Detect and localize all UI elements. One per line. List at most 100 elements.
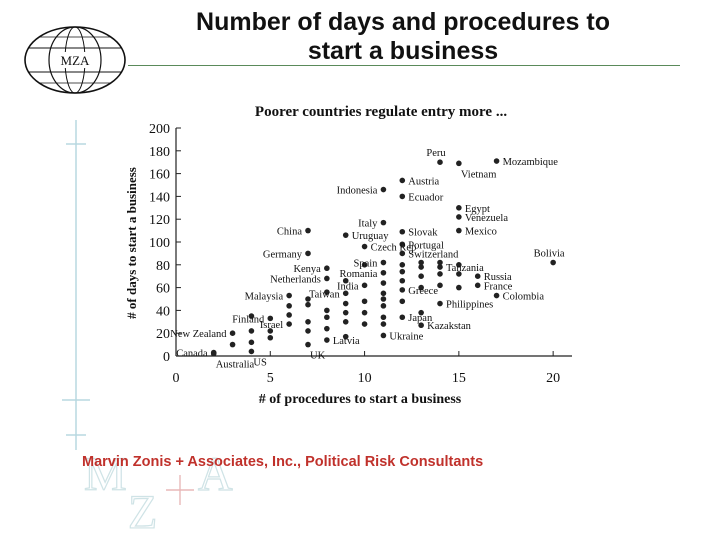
y-tick-label: 60 <box>156 282 170 297</box>
data-point <box>456 205 462 211</box>
point-label: Mexico <box>465 227 497 238</box>
data-point <box>437 282 443 289</box>
data-point <box>418 273 424 280</box>
data-point <box>361 321 368 327</box>
point-label: UK <box>310 351 326 362</box>
data-point <box>418 309 424 316</box>
data-point <box>380 219 387 226</box>
data-point <box>418 284 424 291</box>
point-label: Slovak <box>408 228 438 239</box>
point-label: Canada <box>176 349 208 360</box>
data-point <box>456 227 462 234</box>
data-point <box>380 314 387 321</box>
point-label: Kazakstan <box>427 321 471 332</box>
svg-text:M: M <box>84 448 127 501</box>
chart-ticks: 0 20 40 60 80 100 120 140 160 180 200 0 5 10 15 20 <box>149 122 560 386</box>
data-point <box>324 265 330 272</box>
data-point <box>456 214 462 220</box>
point-label: Latvia <box>333 336 360 347</box>
svg-text:Z: Z <box>128 486 157 530</box>
data-point <box>437 271 443 277</box>
data-point <box>380 296 387 302</box>
data-point <box>380 332 387 339</box>
data-point <box>286 292 292 299</box>
y-tick-label: 180 <box>149 145 170 160</box>
data-point <box>456 284 462 291</box>
data-point <box>380 269 387 276</box>
svg-text:A: A <box>198 448 233 501</box>
page-title: Number of days and procedures to start a… <box>128 8 678 66</box>
point-label: Taiwan <box>309 289 341 300</box>
chart-points <box>210 158 556 357</box>
point-label: Kenya <box>293 264 321 275</box>
data-point <box>399 262 406 268</box>
data-point <box>305 296 311 302</box>
y-tick-label: 80 <box>156 259 170 274</box>
data-point <box>342 319 349 325</box>
data-point <box>286 312 292 318</box>
data-point <box>324 337 330 343</box>
point-label: Colombia <box>503 292 545 303</box>
data-point <box>361 262 368 268</box>
data-point <box>305 227 311 234</box>
point-label: Czech Rep <box>371 243 417 254</box>
y-tick-label: 140 <box>149 190 170 205</box>
data-point <box>380 186 387 193</box>
data-point <box>324 289 330 295</box>
data-point <box>342 232 349 238</box>
x-tick-label: 20 <box>546 371 560 386</box>
data-point <box>248 328 255 334</box>
data-point <box>474 273 481 280</box>
data-point <box>399 298 406 305</box>
y-tick-label: 20 <box>156 327 170 342</box>
x-tick-label: 5 <box>267 371 274 386</box>
point-label: Spain <box>354 259 379 270</box>
data-point <box>342 277 349 284</box>
data-point <box>267 334 274 341</box>
point-label: Bolivia <box>534 249 565 260</box>
point-label: Indonesia <box>337 186 378 197</box>
point-label: Venezuela <box>465 213 508 224</box>
data-point <box>324 325 330 332</box>
title-underline <box>128 65 680 66</box>
data-point <box>399 277 406 284</box>
data-point <box>361 243 368 250</box>
point-label: Peru <box>426 148 446 159</box>
x-tick-label: 0 <box>173 371 180 386</box>
point-label: Uruguay <box>352 231 389 242</box>
data-point <box>229 330 236 337</box>
data-point <box>399 287 406 293</box>
y-tick-label: 160 <box>149 168 170 183</box>
data-point <box>286 321 292 327</box>
x-axis-label: # of procedures to start a business <box>259 392 462 407</box>
data-point <box>361 282 368 289</box>
point-label: Austria <box>408 176 439 187</box>
data-point <box>286 303 292 309</box>
data-point <box>267 315 274 322</box>
point-label: China <box>277 227 302 238</box>
data-point <box>342 300 349 307</box>
data-point <box>418 259 424 266</box>
mza-globe-logo: MZA <box>24 26 126 94</box>
data-point <box>380 280 387 286</box>
y-tick-label: 100 <box>149 236 170 251</box>
point-label: Australia <box>216 360 255 371</box>
point-label: Romania <box>340 269 378 280</box>
point-label: Ukraine <box>389 331 423 342</box>
data-point <box>248 339 255 346</box>
point-label: Vietnam <box>461 169 497 180</box>
data-point <box>267 328 274 334</box>
data-point <box>493 158 500 164</box>
point-label: India <box>337 281 359 292</box>
data-point <box>399 241 406 248</box>
data-point <box>550 259 556 266</box>
page-title-line-2: start a business <box>307 37 499 65</box>
x-tick-label: 10 <box>358 371 372 386</box>
point-label: Switzerland <box>408 249 459 260</box>
data-point <box>305 319 311 325</box>
point-label: France <box>484 281 513 292</box>
point-label: Netherlands <box>270 274 321 285</box>
data-point <box>399 228 406 235</box>
point-label: Mozambique <box>503 157 559 168</box>
data-point <box>493 292 500 299</box>
